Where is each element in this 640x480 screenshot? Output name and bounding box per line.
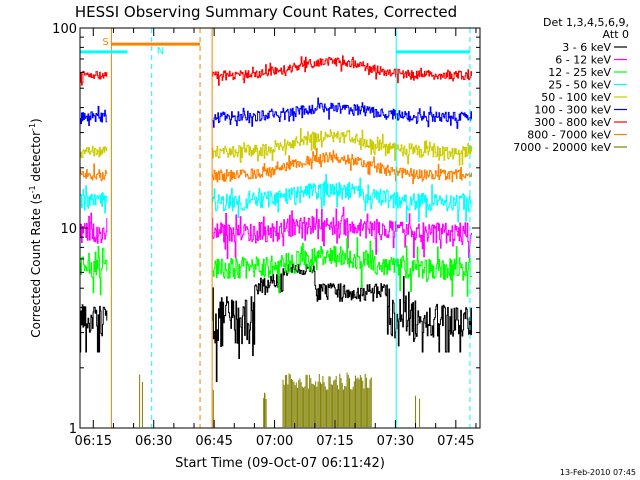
legend-entry-label: 100 - 300 keV [534,104,611,117]
legend-entry-label: 25 - 50 keV [548,79,611,92]
legend-entry-label: 6 - 12 keV [555,54,611,67]
y-tick-label: 1 [69,422,77,437]
plot-frame [79,27,481,429]
y-tick-label: 10 [60,222,77,237]
x-tick-label: 07:45 [437,434,474,449]
series-line-8 [80,163,108,182]
legend-entry-label: 300 - 800 keV [534,116,611,129]
series-line-2 [212,206,472,260]
series-line-3 [212,237,472,297]
y-tick-label: 100 [52,22,77,37]
series-line-4 [212,174,472,223]
legend-entry-label: 3 - 6 keV [562,41,611,54]
x-axis-label: Start Time (09-Oct-07 06:11:42) [175,456,385,471]
night-flag-label: N [157,46,164,57]
legend-entry-label: 800 - 7000 keV [527,129,611,142]
chart-title: HESSI Observing Summary Count Rates, Cor… [75,3,457,21]
y-axis-label: Corrected Count Rate (s-1 detector-1) [28,118,43,337]
series-line-1 [212,264,472,383]
timestamp: 13-Feb-2010 07:45 [560,468,636,477]
x-tick-label: 07:00 [256,434,293,449]
x-tick-label: 07:15 [316,434,353,449]
series-line-1 [80,304,108,353]
series-line-2 [80,212,108,244]
series-line-4 [80,185,108,214]
legend-entry-label: 7000 - 20000 keV [513,141,611,154]
x-tick-label: 06:15 [75,434,112,449]
series-line-3 [80,245,108,296]
series-line-5 [80,145,108,158]
x-tick-label: 06:45 [195,434,232,449]
series-line-5 [212,128,472,166]
legend-entry-label: 12 - 25 keV [548,66,611,79]
series-line-7 [80,70,108,86]
plot-area: SN [79,28,472,428]
legend-title-line-1: Det 1,3,4,5,6,9, [543,16,629,29]
legend-entry-label: 50 - 100 keV [541,91,611,104]
series-line-6 [80,105,108,126]
saa-flag-label: S [102,37,108,48]
x-tick-label: 06:30 [135,434,172,449]
legend-title-line-2: Att 0 [603,28,629,41]
y-axis: 1 10 100 [52,22,480,437]
series-line-7 [212,55,472,86]
x-axis: 06:15 06:30 06:45 07:00 07:15 07:30 07:45 [75,28,477,449]
series-line-8 [212,147,472,185]
x-tick-label: 07:30 [377,434,414,449]
series-line-6 [212,97,472,129]
